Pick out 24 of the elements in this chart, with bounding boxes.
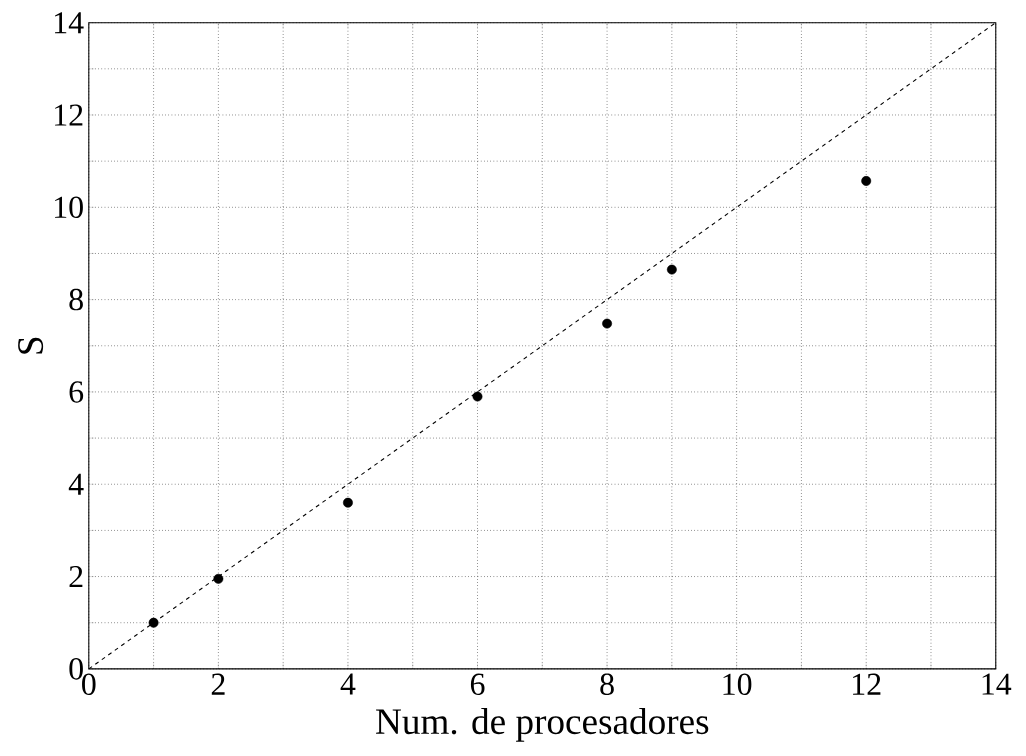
x-tick-label: 8 [600,673,614,696]
x-tick-label: 14 [982,673,1012,695]
point [861,176,872,186]
y-tick-label: 2 [69,566,83,588]
y-tick-label: 4 [68,473,84,495]
point [148,617,159,628]
point [343,497,353,508]
point [602,318,612,329]
x-tick-label: 4 [340,673,356,695]
x-tick-label: 6 [470,673,485,696]
x-tick-label: 12 [853,673,881,695]
y-tick-label: 14 [55,12,84,34]
x-tick-label: 2 [211,673,225,695]
point [472,391,483,402]
x-axis-title: Num. de procesadores [376,708,709,742]
y-tick-label: 6 [69,381,84,403]
y-axis-title: S [18,337,44,354]
point [666,264,677,275]
y-tick-label: 12 [55,104,83,126]
point [213,574,224,584]
y-tick-label: 8 [69,288,83,311]
x-tick-label: 10 [723,673,752,696]
y-tick-label: 10 [55,196,83,219]
y-tick-label: 0 [69,658,83,680]
